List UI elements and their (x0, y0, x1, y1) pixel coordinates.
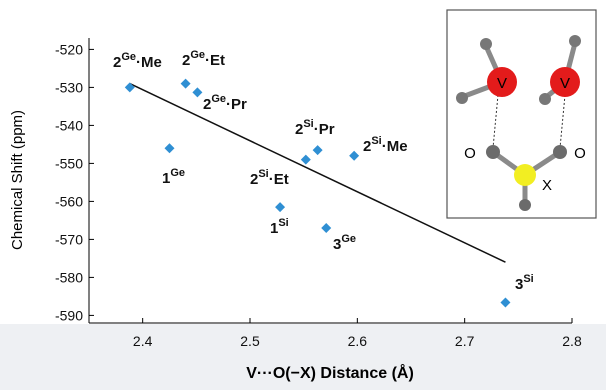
label-sup: Si (303, 118, 313, 130)
x-tick-label: 2.7 (455, 333, 475, 349)
point-label: 2Ge·Pr (203, 93, 247, 113)
y-tick-label: -590 (55, 307, 83, 323)
point (275, 202, 285, 212)
y-tick-label: -530 (55, 79, 83, 95)
inset: V V O O X (447, 10, 596, 218)
inset-label: X (542, 177, 552, 194)
label-base: 2 (363, 138, 371, 155)
point (349, 151, 359, 161)
label-sup: Si (371, 135, 381, 147)
point-label: 2Si·Me (363, 135, 408, 155)
point-label: 3Si (515, 273, 534, 293)
point (181, 79, 191, 89)
point (321, 223, 331, 233)
y-tick-label: -580 (55, 269, 83, 285)
label-base: 1 (270, 220, 278, 237)
atom-x (514, 164, 536, 186)
label-base: 2 (250, 171, 258, 188)
point (313, 145, 323, 155)
inset-label: O (464, 145, 476, 162)
point-label: 2Si·Et (250, 168, 289, 188)
point-label: 2Ge·Me (113, 51, 162, 71)
label-base: 2 (182, 52, 190, 69)
label-base: 3 (333, 236, 341, 253)
label-base: 2 (113, 54, 121, 71)
y-axis-title: Chemical Shift (ppm) (9, 110, 26, 250)
inset-label: V (497, 75, 507, 92)
point-label: 2Ge·Et (182, 49, 225, 69)
label-sup: Ge (211, 93, 226, 105)
label-sup: Si (258, 168, 268, 180)
point (192, 87, 202, 97)
label-base: 2 (295, 121, 303, 138)
label-suffix: ·Me (382, 138, 408, 155)
y-tick-label: -540 (55, 117, 83, 133)
atom-o (486, 145, 500, 159)
label-suffix: ·Me (136, 54, 162, 71)
label-suffix: ·Pr (226, 96, 247, 113)
atom (539, 93, 551, 105)
label-sup: Si (278, 217, 288, 229)
label-sup: Si (523, 273, 533, 285)
label-suffix: ·Et (205, 52, 225, 69)
atom (519, 199, 531, 211)
y-tick-label: -520 (55, 41, 83, 57)
inset-label: O (574, 145, 586, 162)
point-label: 3Ge (333, 233, 356, 253)
point-label: 2Si·Pr (295, 118, 335, 138)
label-base: 2 (203, 96, 211, 113)
atom-o (553, 145, 567, 159)
page: {"chart_data": { "type": "scatter", "x_l… (0, 0, 606, 390)
point (500, 297, 510, 307)
label-base: 3 (515, 276, 523, 293)
label-sup: Ge (190, 49, 205, 61)
point (301, 155, 311, 165)
point (125, 82, 135, 92)
label-sup: Ge (121, 51, 136, 63)
atom (569, 35, 581, 47)
inset-label: V (560, 75, 570, 92)
atom (480, 38, 492, 50)
x-tick-label: 2.6 (348, 333, 368, 349)
label-base: 1 (162, 170, 170, 187)
label-sup: Ge (341, 233, 356, 245)
x-axis-title: V···O(−X) Distance (Å) (246, 363, 414, 382)
x-tick-label: 2.5 (240, 333, 260, 349)
point (165, 143, 175, 153)
label-suffix: ·Pr (314, 121, 335, 138)
atom (456, 92, 468, 104)
y-tick-label: -550 (55, 155, 83, 171)
point-label: 1Ge (162, 167, 185, 187)
y-tick-label: -570 (55, 231, 83, 247)
x-tick-label: 2.8 (562, 333, 582, 349)
label-sup: Ge (170, 167, 185, 179)
label-suffix: ·Et (269, 171, 289, 188)
x-tick-label: 2.4 (133, 333, 153, 349)
y-tick-label: -560 (55, 193, 83, 209)
point-label: 1Si (270, 217, 289, 237)
chart: Chemical Shift (ppm) V···O(−X) Distance … (0, 0, 606, 390)
